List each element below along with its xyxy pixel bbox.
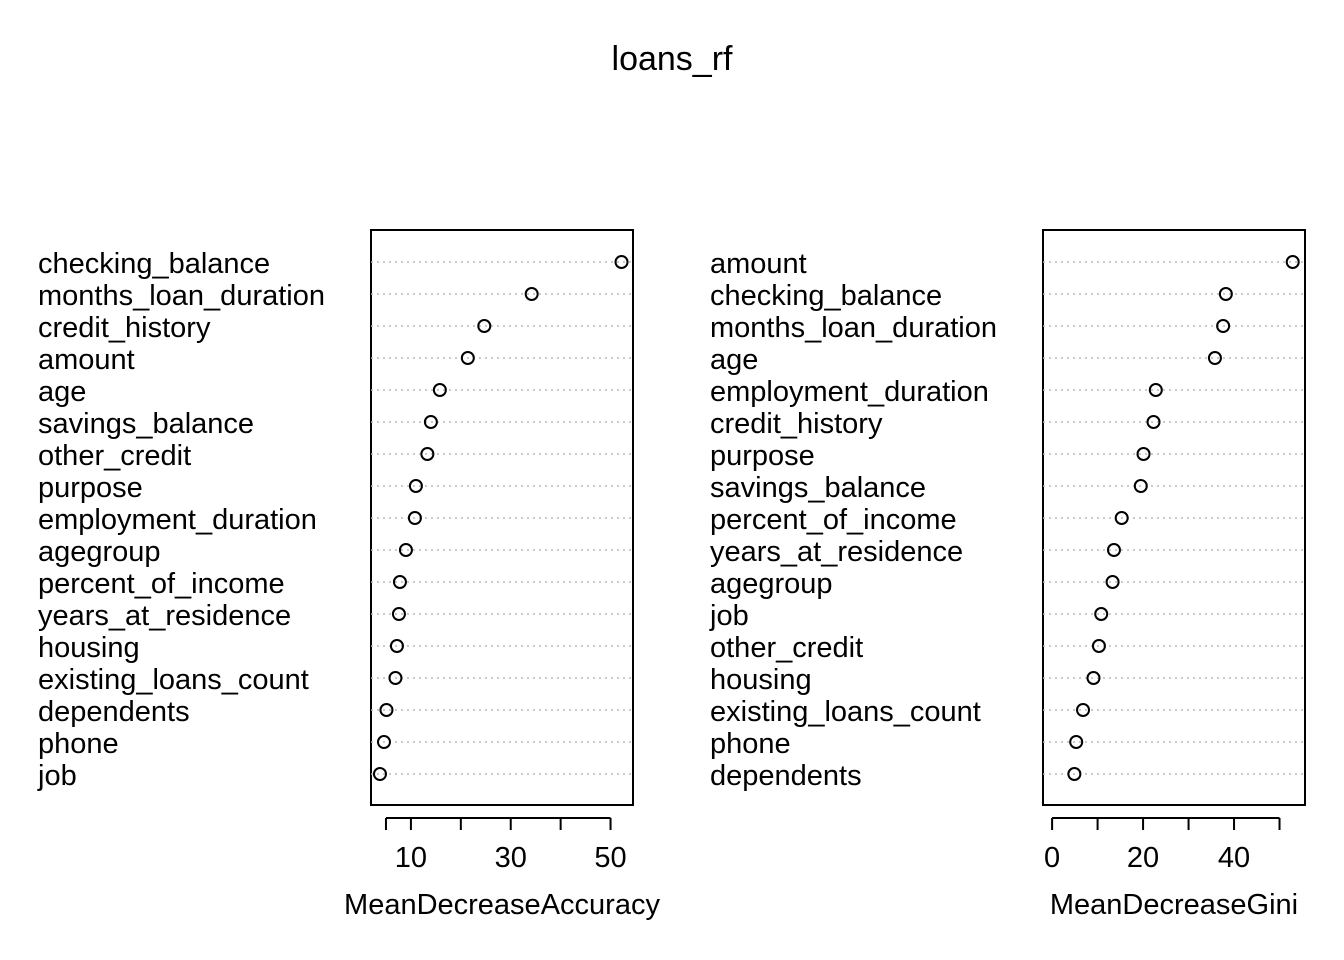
category-label-job: job (37, 760, 77, 792)
data-point-checking-balance (614, 255, 629, 269)
category-label-credit-history: credit_history (710, 408, 883, 440)
category-label-housing: housing (38, 632, 140, 664)
data-point-agegroup (1105, 575, 1120, 589)
data-point-phone (1069, 735, 1084, 749)
x-tick-label: 10 (395, 842, 427, 874)
x-tick-label: 0 (1044, 842, 1060, 874)
x-tick-label: 30 (495, 842, 527, 874)
category-label-purpose: purpose (710, 440, 815, 472)
category-label-employment-duration: employment_duration (710, 376, 989, 408)
category-label-years-at-residence: years_at_residence (38, 600, 291, 632)
data-point-age (432, 383, 447, 397)
data-point-job (1094, 607, 1109, 621)
category-label-purpose: purpose (38, 472, 143, 504)
category-label-phone: phone (38, 728, 119, 760)
category-label-dependents: dependents (710, 760, 862, 792)
data-point-amount (460, 351, 475, 365)
category-label-age: age (710, 344, 758, 376)
x-tick-label: 50 (594, 842, 626, 874)
x-axis-label: MeanDecreaseAccuracy (344, 889, 660, 921)
category-label-credit-history: credit_history (38, 312, 211, 344)
data-point-months-loan-duration (1216, 319, 1231, 333)
category-label-checking-balance: checking_balance (710, 280, 942, 312)
category-label-job: job (709, 600, 749, 632)
data-point-dependents (379, 703, 394, 717)
category-label-checking-balance: checking_balance (38, 248, 270, 280)
panel-mean-decrease-gini: amountchecking_balancemonths_loan_durati… (709, 229, 1306, 921)
category-label-other-credit: other_credit (710, 632, 863, 664)
category-label-dependents: dependents (38, 696, 190, 728)
data-point-existing-loans-count (388, 671, 403, 685)
data-point-housing (1086, 671, 1101, 685)
data-point-agegroup (398, 543, 413, 557)
data-point-employment-duration (407, 511, 422, 525)
category-label-savings-balance: savings_balance (710, 472, 926, 504)
category-label-other-credit: other_credit (38, 440, 191, 472)
data-point-job (372, 767, 387, 781)
data-point-dependents (1067, 767, 1082, 781)
category-label-phone: phone (710, 728, 791, 760)
x-axis-label: MeanDecreaseGini (1050, 889, 1298, 921)
data-point-housing (389, 639, 404, 653)
category-label-amount: amount (38, 344, 135, 376)
data-point-savings-balance (423, 415, 438, 429)
data-point-checking-balance (1218, 287, 1233, 301)
category-label-housing: housing (710, 664, 812, 696)
data-point-phone (376, 735, 391, 749)
data-point-purpose (408, 479, 423, 493)
category-label-age: age (38, 376, 86, 408)
category-label-agegroup: agegroup (38, 536, 161, 568)
category-label-percent-of-income: percent_of_income (38, 568, 285, 600)
data-point-savings-balance (1133, 479, 1148, 493)
data-point-credit-history (1146, 415, 1161, 429)
category-label-savings-balance: savings_balance (38, 408, 254, 440)
data-point-years-at-residence (391, 607, 406, 621)
data-point-other-credit (1091, 639, 1106, 653)
x-tick-label: 20 (1127, 842, 1159, 874)
category-label-percent-of-income: percent_of_income (710, 504, 957, 536)
data-point-credit-history (477, 319, 492, 333)
data-point-years-at-residence (1106, 543, 1121, 557)
category-label-months-loan-duration: months_loan_duration (710, 312, 997, 344)
chart-title: loans_rf (612, 40, 734, 78)
category-label-existing-loans-count: existing_loans_count (38, 664, 309, 696)
category-label-months-loan-duration: months_loan_duration (38, 280, 325, 312)
data-point-purpose (1136, 447, 1151, 461)
data-point-employment-duration (1148, 383, 1163, 397)
category-label-years-at-residence: years_at_residence (710, 536, 963, 568)
data-point-percent-of-income (1114, 511, 1129, 525)
data-point-other-credit (420, 447, 435, 461)
category-label-existing-loans-count: existing_loans_count (710, 696, 981, 728)
category-label-agegroup: agegroup (710, 568, 833, 600)
data-point-age (1207, 351, 1222, 365)
panel-mean-decrease-accuracy: checking_balancemonths_loan_durationcred… (37, 229, 660, 921)
category-label-employment-duration: employment_duration (38, 504, 317, 536)
data-point-amount (1285, 255, 1300, 269)
x-tick-label: 40 (1218, 842, 1250, 874)
data-point-existing-loans-count (1076, 703, 1091, 717)
data-point-months-loan-duration (524, 287, 539, 301)
category-label-amount: amount (710, 248, 807, 280)
data-point-percent-of-income (392, 575, 407, 589)
